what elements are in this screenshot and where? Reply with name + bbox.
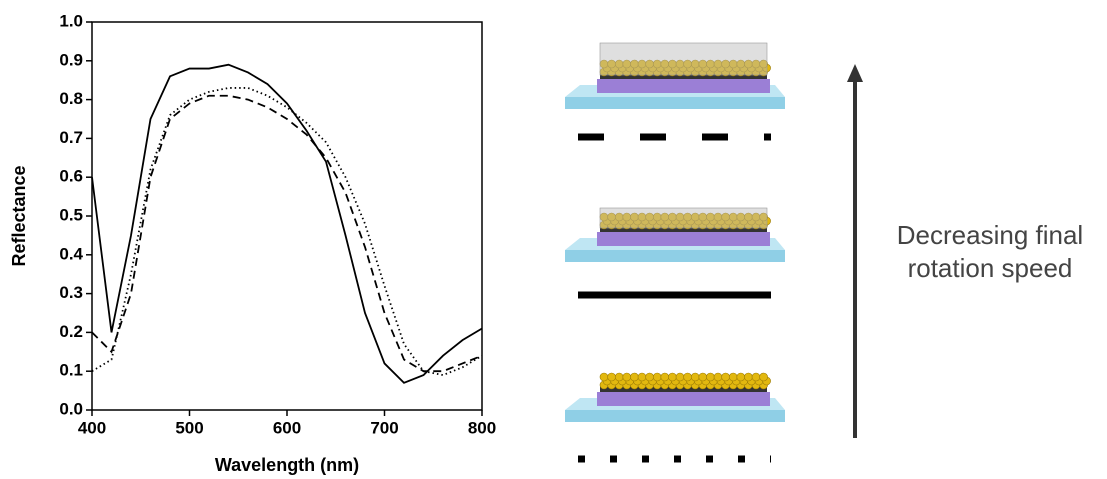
film-dark	[600, 73, 767, 79]
nanoparticle	[668, 372, 677, 382]
y-axis-label: Reflectance	[9, 165, 29, 266]
nanoparticle	[698, 372, 708, 382]
nanoparticle	[645, 372, 654, 382]
y-tick-label: 0.8	[59, 89, 83, 108]
y-tick-label: 0.4	[59, 244, 83, 263]
x-tick-label: 400	[78, 418, 106, 437]
data-line	[91, 94, 483, 373]
plot-frame	[91, 21, 483, 411]
y-tick-label: 0.2	[59, 322, 83, 341]
nanoparticle	[736, 372, 746, 382]
nanoparticle	[759, 212, 768, 222]
nanoparticle	[599, 372, 609, 382]
x-tick-label: 500	[175, 418, 203, 437]
nanoparticle	[660, 372, 670, 382]
nanoparticle	[744, 372, 753, 382]
nanoparticle	[675, 372, 685, 382]
nanoparticle	[751, 372, 761, 382]
nanoparticle	[690, 372, 700, 382]
substrate-side	[565, 97, 785, 109]
film-layer	[597, 232, 770, 246]
nanoparticle	[637, 372, 647, 382]
nanoparticle	[721, 372, 730, 382]
nanoparticle	[728, 372, 738, 382]
y-tick-label: 0.9	[59, 50, 83, 69]
annotation: Decreasing final	[897, 220, 1083, 250]
x-tick-label: 600	[273, 418, 301, 437]
y-tick-label: 0.7	[59, 128, 83, 147]
x-tick-label: 700	[370, 418, 398, 437]
film-layer	[597, 392, 770, 406]
polymer-cover	[599, 42, 768, 76]
substrate-side	[565, 250, 785, 262]
nanoparticle	[607, 372, 616, 382]
y-tick-label: 0.1	[59, 361, 83, 380]
data-line	[91, 87, 483, 377]
nanoparticle	[706, 372, 715, 382]
film-layer	[597, 79, 770, 93]
y-tick-label: 0.0	[59, 399, 83, 418]
film-dark	[600, 386, 767, 392]
substrate-side	[565, 410, 785, 422]
x-axis-label: Wavelength (nm)	[215, 455, 359, 475]
data-line	[91, 63, 483, 384]
nanoparticle	[759, 59, 768, 69]
annotation: rotation speed	[908, 253, 1073, 283]
y-tick-label: 0.6	[59, 167, 83, 186]
film-dark	[600, 226, 767, 232]
polymer-cover	[599, 207, 768, 229]
nanoparticle	[759, 372, 768, 382]
x-tick-label: 800	[468, 418, 496, 437]
y-tick-label: 0.5	[59, 205, 83, 224]
arrow-head	[847, 64, 863, 82]
nanoparticle	[713, 372, 723, 382]
nanoparticle	[652, 372, 662, 382]
y-tick-label: 0.3	[59, 283, 83, 302]
nanoparticle	[622, 372, 632, 382]
nanoparticle	[630, 372, 639, 382]
nanoparticle	[683, 372, 692, 382]
nanoparticle	[614, 372, 624, 382]
y-tick-label: 1.0	[59, 11, 83, 30]
